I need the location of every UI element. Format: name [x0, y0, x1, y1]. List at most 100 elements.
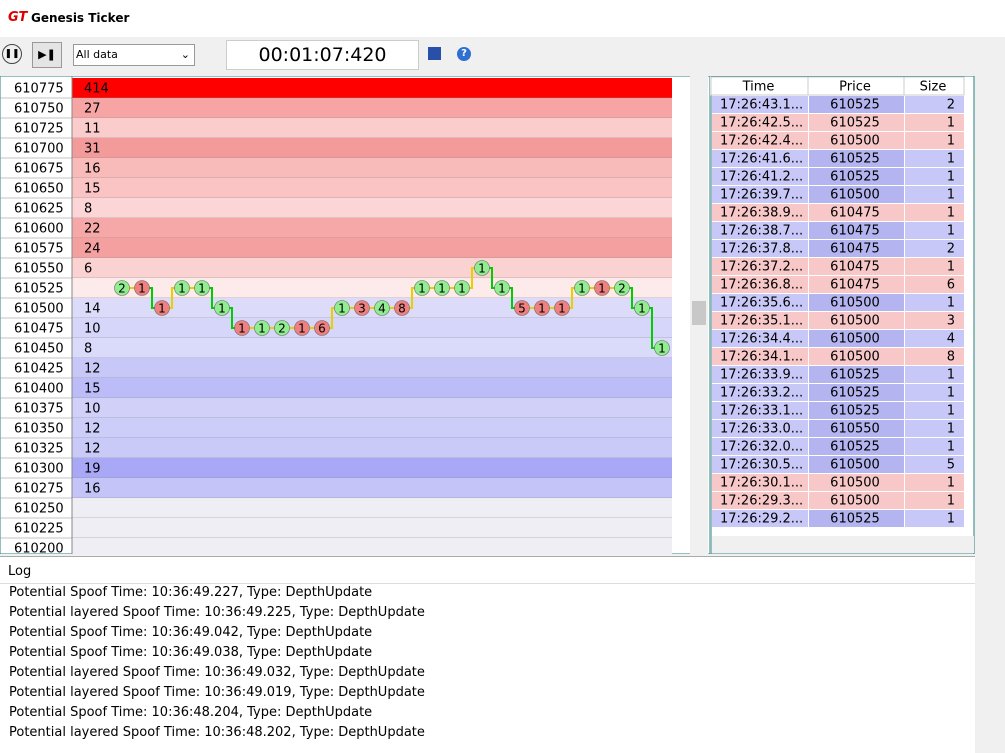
- tape-size: 1: [947, 152, 955, 167]
- size-label: 12: [84, 362, 101, 377]
- tape-time: 17:26:33.0...: [720, 422, 803, 437]
- heat-band: [112, 338, 672, 358]
- trade-qty: 6: [318, 322, 326, 336]
- tape-size: 1: [947, 404, 955, 419]
- trade-qty: 2: [278, 322, 286, 336]
- tape-cell: [905, 438, 964, 455]
- tape-price: 610500: [830, 476, 880, 491]
- tape-cell: [905, 204, 964, 221]
- heat-band: [112, 78, 672, 98]
- pause-button[interactable]: ❚❚: [2, 44, 22, 64]
- filter-dropdown[interactable]: All data ⌄: [73, 44, 195, 66]
- trade-bubble: [634, 300, 650, 316]
- size-label: 22: [84, 222, 101, 237]
- tape-time: 17:26:35.1...: [720, 314, 803, 329]
- trade-qty: 4: [378, 302, 386, 316]
- tape-cell: [809, 312, 904, 329]
- tape-size: 1: [947, 440, 955, 455]
- trade-qty: 1: [478, 262, 486, 276]
- heat-band: [112, 358, 672, 378]
- log-entry: Potential layered Spoof Time: 10:36:49.2…: [9, 605, 425, 620]
- trade-qty: 8: [398, 302, 406, 316]
- tape-cell: [712, 474, 808, 491]
- trade-qty: 1: [458, 282, 466, 296]
- size-cell: [72, 78, 112, 98]
- tape-size: 1: [947, 188, 955, 203]
- timer: 00:01:07:420: [226, 40, 419, 70]
- tape-cell: [905, 150, 964, 167]
- tape-cell: [809, 456, 904, 473]
- tape-size: 1: [947, 476, 955, 491]
- heat-band: [112, 238, 672, 258]
- trade-bubble: [554, 300, 570, 316]
- trade-bubble: [414, 280, 430, 296]
- tape-cell: [809, 96, 904, 113]
- tape-size: 1: [947, 368, 955, 383]
- time-and-sales: Time Price Size 17:26:43.1... 610525 2 17:26:4…: [710, 76, 975, 554]
- tape-cell: [809, 186, 904, 203]
- tape-time: 17:26:29.2...: [720, 512, 803, 527]
- price-label: 610775: [14, 82, 64, 97]
- price-label: 610700: [14, 142, 64, 157]
- tape-size: 1: [947, 260, 955, 275]
- tape-cell: [809, 204, 904, 221]
- price-label: 610350: [14, 422, 64, 437]
- tape-cell: [905, 474, 964, 491]
- tape-price: 610475: [830, 242, 880, 257]
- help-button[interactable]: ?: [457, 47, 471, 61]
- save-button[interactable]: [428, 47, 441, 60]
- trade-qty: 1: [418, 282, 426, 296]
- size-cell: [72, 298, 112, 318]
- tape-cell: [712, 204, 808, 221]
- tape-price: 610500: [830, 296, 880, 311]
- tape-time: 17:26:29.3...: [720, 494, 803, 509]
- trade-bubble: [214, 300, 230, 316]
- tape-cell: [905, 384, 964, 401]
- tape-cell: [809, 222, 904, 239]
- tape-size: 1: [947, 134, 955, 149]
- tape-cell: [712, 276, 808, 293]
- tape-size: 1: [947, 224, 955, 239]
- tape-cell: [905, 330, 964, 347]
- size-label: 16: [84, 482, 101, 497]
- size-label: 16: [84, 162, 101, 177]
- tape-price: 610525: [830, 368, 880, 383]
- tape-size: 8: [947, 350, 955, 365]
- size-cell: [72, 518, 112, 538]
- size-label: 12: [84, 422, 101, 437]
- tape-cell: [905, 276, 964, 293]
- trade-qty: 1: [598, 282, 606, 296]
- tape-time: 17:26:43.1...: [720, 98, 803, 113]
- step-button[interactable]: ▶❚: [32, 42, 62, 68]
- trade-qty: 1: [538, 302, 546, 316]
- log-entry: Potential Spoof Time: 10:36:49.227, Type…: [9, 585, 373, 600]
- trade-qty: 1: [178, 282, 186, 296]
- trade-qty: 1: [138, 282, 146, 296]
- tape-cell: [905, 366, 964, 383]
- heat-band: [112, 318, 672, 338]
- trade-bubble: [334, 300, 350, 316]
- price-label: 610200: [14, 542, 64, 555]
- trade-bubble: [234, 320, 250, 336]
- size-cell: [72, 158, 112, 178]
- size-cell: [72, 358, 112, 378]
- tape-time: 17:26:38.7...: [720, 224, 803, 239]
- tape-cell: [809, 114, 904, 131]
- price-label: 610250: [14, 502, 64, 517]
- size-cell: [72, 498, 112, 518]
- tape-cell: [905, 294, 964, 311]
- tape-price: 610525: [830, 386, 880, 401]
- trade-qty: 2: [118, 282, 126, 296]
- size-label: 414: [84, 82, 109, 97]
- heat-band: [112, 518, 672, 538]
- tape-cell: [712, 240, 808, 257]
- tape-cell: [809, 492, 904, 509]
- tape-price: 610475: [830, 224, 880, 239]
- size-cell: [72, 98, 112, 118]
- size-label: 15: [84, 182, 101, 197]
- size-cell: [72, 398, 112, 418]
- trade-bubble: [474, 260, 490, 276]
- tape-time: 17:26:38.9...: [720, 206, 803, 221]
- size-cell: [72, 258, 112, 278]
